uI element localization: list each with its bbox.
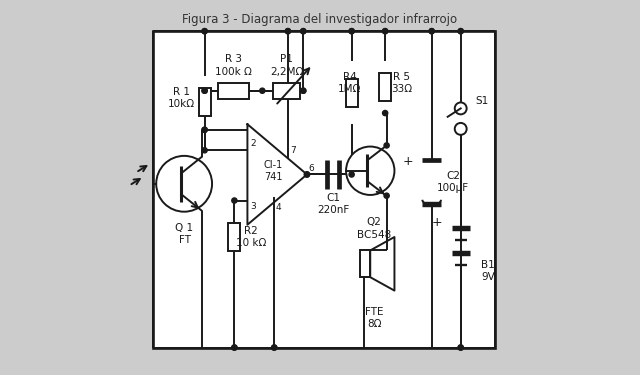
Circle shape: [202, 28, 207, 34]
Bar: [228, 223, 241, 251]
Circle shape: [285, 28, 291, 34]
Text: 7: 7: [290, 146, 296, 154]
Circle shape: [156, 156, 212, 212]
Circle shape: [271, 345, 277, 350]
Circle shape: [202, 127, 207, 132]
Circle shape: [429, 28, 435, 34]
Circle shape: [305, 172, 310, 177]
Circle shape: [232, 345, 237, 350]
Bar: [198, 88, 211, 116]
Bar: [346, 79, 358, 106]
Circle shape: [232, 345, 237, 350]
Text: CI-1
741: CI-1 741: [264, 159, 283, 182]
Circle shape: [202, 148, 207, 153]
Polygon shape: [371, 237, 394, 291]
Circle shape: [285, 28, 291, 34]
Circle shape: [349, 28, 355, 34]
Text: FTE
8Ω: FTE 8Ω: [365, 307, 384, 329]
Bar: [152, 31, 495, 348]
Circle shape: [346, 147, 394, 195]
Text: Figura 3 - Diagrama del investigador infrarrojo: Figura 3 - Diagrama del investigador inf…: [182, 12, 458, 26]
Circle shape: [383, 111, 388, 116]
Circle shape: [383, 28, 388, 34]
Text: R2
10 kΩ: R2 10 kΩ: [236, 226, 266, 248]
Polygon shape: [248, 124, 307, 225]
Text: +: +: [431, 216, 442, 229]
Text: C1
220nF: C1 220nF: [317, 193, 349, 216]
Bar: [218, 83, 249, 99]
Text: P1
2,2MΩ: P1 2,2MΩ: [270, 54, 303, 76]
Text: Q 1
FT: Q 1 FT: [175, 223, 193, 245]
Text: Q2
BC548: Q2 BC548: [357, 217, 391, 240]
Circle shape: [458, 28, 463, 34]
Circle shape: [301, 28, 306, 34]
Circle shape: [384, 193, 389, 198]
Circle shape: [458, 345, 463, 350]
Circle shape: [455, 123, 467, 135]
Text: R4
1MΩ: R4 1MΩ: [338, 72, 362, 94]
Circle shape: [384, 143, 389, 148]
Circle shape: [429, 28, 435, 34]
Circle shape: [202, 88, 207, 93]
Text: R 5
33Ω: R 5 33Ω: [391, 72, 412, 94]
Text: R 1
10kΩ: R 1 10kΩ: [168, 87, 195, 109]
Circle shape: [349, 172, 355, 177]
Circle shape: [349, 28, 355, 34]
Circle shape: [305, 172, 310, 177]
Text: +: +: [402, 155, 413, 168]
Circle shape: [458, 28, 463, 34]
Text: B1
9V: B1 9V: [481, 260, 495, 282]
Circle shape: [202, 127, 207, 132]
Circle shape: [458, 345, 463, 350]
Circle shape: [301, 88, 306, 93]
Bar: [360, 251, 371, 277]
Bar: [273, 83, 300, 99]
Circle shape: [383, 28, 388, 34]
Text: 3: 3: [250, 202, 256, 211]
Text: 4: 4: [275, 202, 281, 211]
Text: 6: 6: [309, 164, 315, 172]
Circle shape: [301, 88, 306, 93]
Text: 2: 2: [250, 140, 256, 148]
Circle shape: [271, 345, 277, 350]
Circle shape: [455, 102, 467, 114]
Circle shape: [202, 88, 207, 93]
Circle shape: [202, 28, 207, 34]
Circle shape: [260, 88, 265, 93]
Circle shape: [232, 198, 237, 203]
Circle shape: [301, 28, 306, 34]
Text: S1: S1: [476, 96, 489, 106]
Bar: [379, 73, 391, 101]
Text: C2
100μF: C2 100μF: [437, 171, 469, 193]
Text: R 3
100k Ω: R 3 100k Ω: [215, 54, 252, 76]
